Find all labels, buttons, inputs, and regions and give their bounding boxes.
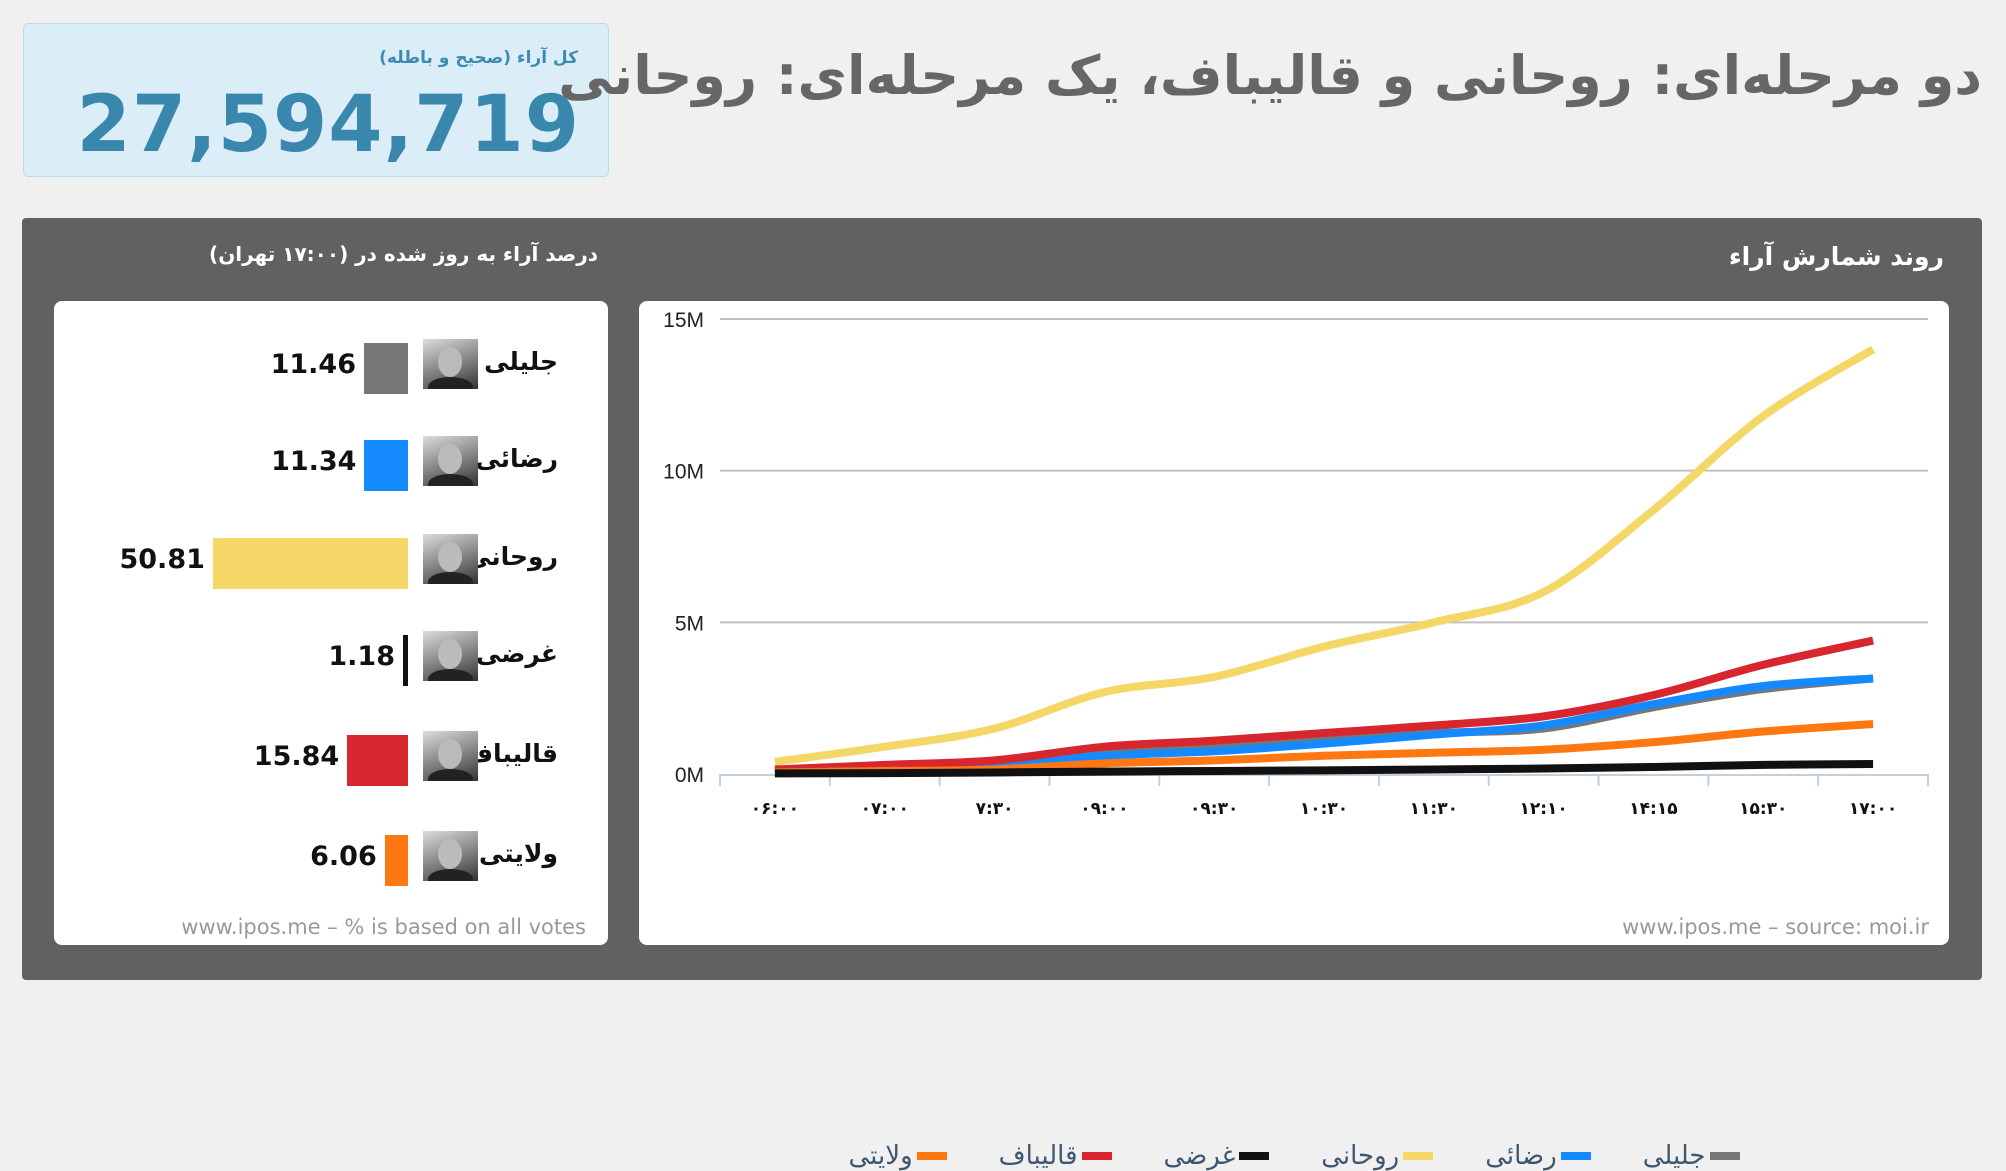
y-tick-label: 0M [675, 764, 704, 787]
x-tick-label: ۰۹:۳۰ [1190, 799, 1238, 819]
legend-label: رضائی [1485, 1141, 1557, 1171]
legend-label: جلیلی [1642, 1141, 1706, 1171]
series-line-5 [774, 636, 1874, 774]
x-tick-label: ۰۷:۰۰ [861, 799, 909, 819]
percent-value: 50.81 [119, 544, 205, 575]
trend-chart: 0M 5M 10M 15M ۰۶:۰۰ ۰۷:۰۰ ۷:۳۰ ۰۹:۰۰ ۰۹:۳۰ ۱۰:۳۰ ۱… [663, 309, 1929, 819]
candidate-row: ولایتی 6.06 [58, 831, 558, 887]
legend-swatch [1403, 1152, 1434, 1160]
legend-swatch [1560, 1152, 1591, 1160]
legend-item[interactable]: روحانی [1321, 1141, 1434, 1171]
y-tick-label: 15M [663, 309, 704, 332]
x-tick-label: ۱۷:۰۰ [1849, 799, 1897, 819]
percent-bar [403, 635, 408, 686]
x-tick-label: ۱۲:۱۰ [1519, 799, 1567, 819]
percent-footer: www.ipos.me – % is based on all votes [181, 915, 586, 939]
percent-card: جلیلی 11.46 رضائی 11.34 روحانی 50.81 غرضی 1… [54, 301, 608, 945]
candidate-photo [423, 631, 478, 681]
x-tick-label: ۱۴:۱۵ [1629, 799, 1677, 819]
candidate-name: روحانی [465, 542, 558, 571]
chart-legend: جلیلی رضائی روحانی غرضی قالیباف ولایتی [639, 1141, 1949, 1171]
series-line-3 [774, 345, 1876, 766]
percent-bar [384, 835, 408, 886]
percent-bar [212, 538, 408, 589]
candidate-name: ولایتی [478, 839, 558, 868]
trend-card: 0M 5M 10M 15M ۰۶:۰۰ ۰۷:۰۰ ۷:۳۰ ۰۹:۰۰ ۰۹:۳۰ ۱۰:۳۰ ۱… [639, 301, 1949, 1171]
candidate-photo [423, 831, 478, 881]
page-title: دو مرحله‌ای: روحانی و قالیباف، یک مرحله‌… [558, 44, 1982, 107]
legend-item[interactable]: جلیلی [1643, 1141, 1740, 1171]
trend-title: روند شمارش آراء [1728, 242, 1944, 271]
candidate-row: جلیلی 11.46 [58, 339, 558, 395]
legend-swatch [916, 1152, 947, 1160]
percent-value: 1.18 [328, 641, 395, 672]
trend-footer: www.ipos.me – source: moi.ir [1622, 915, 1929, 939]
candidate-name: جلیلی [484, 347, 558, 376]
candidate-row: غرضی 1.18 [58, 631, 558, 687]
candidate-row: قالیباف 15.84 [58, 731, 558, 787]
legend-label: ولایتی [848, 1141, 913, 1171]
legend-swatch [1081, 1152, 1112, 1160]
legend-item[interactable]: رضائی [1485, 1141, 1591, 1171]
legend-swatch [1709, 1152, 1740, 1160]
candidate-photo [423, 731, 478, 781]
x-tick-label: ۱۰:۳۰ [1300, 799, 1348, 819]
x-tick-label: ۱۱:۳۰ [1410, 799, 1458, 819]
percent-bar [364, 343, 408, 394]
percent-value: 6.06 [310, 841, 377, 872]
candidate-photo [423, 436, 478, 486]
total-votes-box: کل آراء (صحیح و باطله) 27,594,719 [23, 23, 609, 177]
candidate-photo [423, 534, 478, 584]
percent-title: درصد آراء به روز شده در (۱۷:۰۰ تهران) [209, 242, 598, 266]
legend-item[interactable]: ولایتی [849, 1141, 947, 1171]
candidate-name: رضائی [475, 444, 558, 473]
candidate-name: غرضی [475, 639, 558, 668]
total-votes-value: 27,594,719 [76, 80, 580, 170]
candidate-row: روحانی 50.81 [58, 534, 558, 590]
x-tick-label: ۷:۳۰ [976, 799, 1014, 819]
legend-item[interactable]: قالیباف [999, 1141, 1112, 1171]
percent-value: 15.84 [253, 741, 340, 772]
percent-value: 11.34 [271, 446, 357, 477]
x-tick-label: ۱۵:۳۰ [1739, 799, 1787, 819]
candidate-row: رضائی 11.34 [58, 436, 558, 492]
legend-swatch [1239, 1152, 1270, 1160]
candidate-name: قالیباف [464, 739, 558, 768]
legend-item[interactable]: غرضی [1164, 1141, 1270, 1171]
percent-bar [347, 735, 408, 786]
y-tick-label: 10M [663, 461, 704, 484]
legend-label: غرضی [1163, 1141, 1236, 1171]
y-tick-label: 5M [675, 612, 704, 635]
x-tick-label: ۰۶:۰۰ [751, 799, 799, 819]
results-panel: روند شمارش آراء درصد آراء به روز شده در … [22, 218, 1982, 1171]
x-tick-label: ۰۹:۰۰ [1080, 799, 1128, 819]
legend-label: قالیباف [998, 1141, 1078, 1171]
legend-label: روحانی [1321, 1141, 1400, 1171]
series-line-4 [774, 759, 1874, 778]
candidate-photo [423, 339, 478, 389]
percent-bar [364, 440, 408, 491]
percent-value: 11.46 [270, 349, 356, 380]
total-votes-label: کل آراء (صحیح و باطله) [379, 48, 578, 68]
